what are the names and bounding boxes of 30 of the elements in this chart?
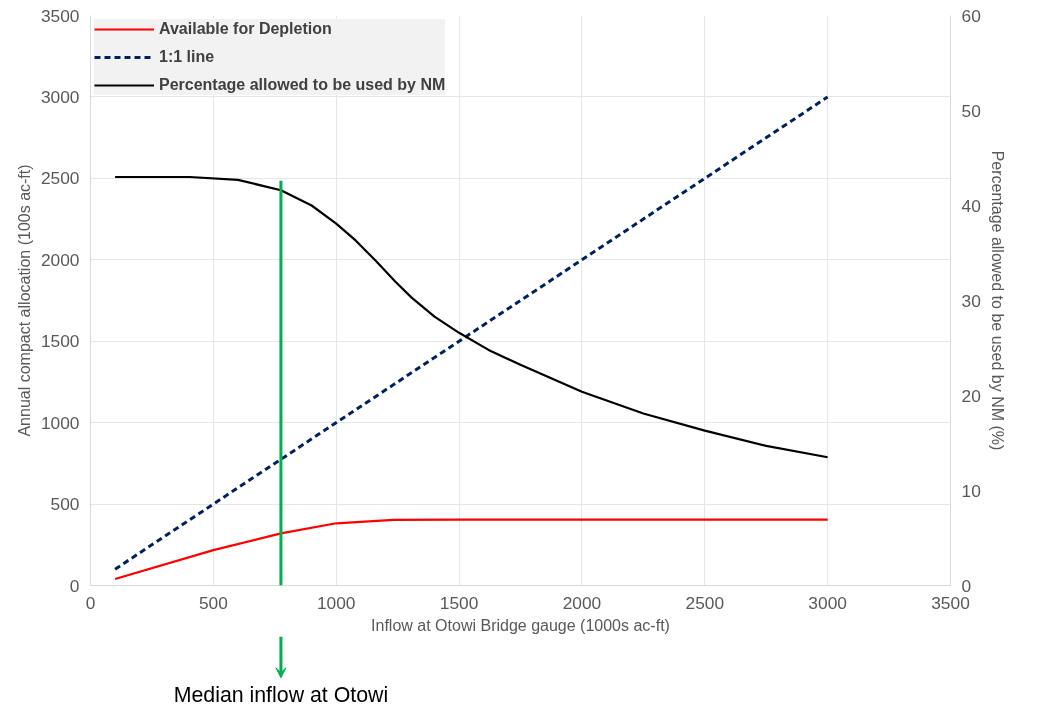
x-tick-label: 3000: [808, 592, 847, 613]
y-axis-title: Annual compact allocation (100s ac-ft): [15, 164, 33, 437]
y-tick-label: 2500: [40, 168, 80, 189]
y2-tick-label: 60: [961, 5, 981, 26]
x-tick-label: 1000: [316, 592, 356, 613]
legend-label: Available for Depletion: [159, 20, 332, 38]
x-tick-label: 500: [198, 592, 228, 613]
x-tick-label: 1500: [439, 592, 479, 613]
x-tick-label: 2000: [562, 592, 602, 613]
y-tick-label: 3000: [40, 86, 80, 107]
y2-tick-label: 10: [961, 480, 981, 501]
y2-tick-label: 40: [961, 195, 981, 216]
y-tick-label: 1000: [40, 412, 80, 433]
y-tick-label: 1500: [40, 331, 80, 352]
line-series: [113, 175, 829, 459]
legend-label: 1:1 line: [159, 48, 215, 66]
line-series: [113, 518, 829, 581]
x-tick-label: 2500: [685, 592, 725, 613]
y2-tick-label: 30: [961, 290, 981, 311]
x-tick-label: 0: [85, 592, 96, 613]
y-tick-label: 2000: [40, 249, 80, 270]
y2-tick-label: 50: [961, 100, 981, 121]
text: Median inflow at Otowi: [173, 683, 389, 707]
y2-tick-label: 20: [961, 385, 981, 406]
x-axis-title: Inflow at Otowi Bridge gauge (1000s ac-ft): [371, 616, 670, 634]
y-tick-label: 500: [50, 494, 80, 515]
y-tick-label: 3500: [40, 5, 80, 26]
y-tick-label: 0: [69, 575, 80, 596]
legend-label: Percentage allowed to be used by NM: [159, 76, 446, 94]
y2-axis-title: Percentage allowed to be used by NM (%): [988, 150, 1006, 451]
